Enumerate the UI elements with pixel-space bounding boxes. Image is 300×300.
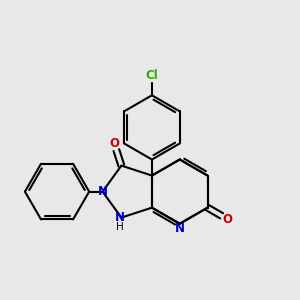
Text: N: N [98, 185, 107, 198]
Text: O: O [222, 213, 232, 226]
Text: O: O [109, 137, 119, 150]
Text: H: H [116, 222, 124, 232]
Text: N: N [175, 222, 185, 235]
Text: Cl: Cl [146, 70, 158, 83]
Text: N: N [115, 211, 125, 224]
